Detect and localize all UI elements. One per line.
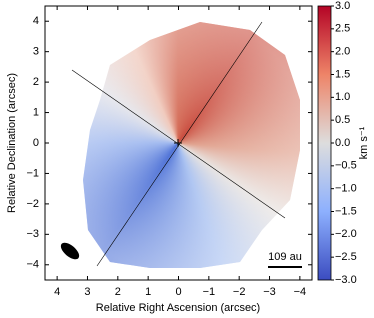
colorbar: [317, 5, 332, 281]
x-tick-label: −3: [263, 286, 276, 298]
x-tick-label: 3: [84, 286, 90, 298]
center-cross: [174, 139, 182, 147]
colorbar-tick-label: 1.0: [335, 91, 350, 103]
y-tick-label: 3: [33, 46, 39, 58]
y-tick-label: 2: [33, 76, 39, 88]
x-tick-label: −1: [203, 286, 216, 298]
x-tick-label: 0: [175, 286, 181, 298]
colorbar-tick-label: −0.5: [335, 160, 357, 172]
y-tick-label: −2: [26, 198, 39, 210]
x-tick-label: 2: [115, 286, 121, 298]
x-tick-label: 4: [54, 286, 60, 298]
x-tick-label: 1: [145, 286, 151, 298]
colorbar-tick-label: 2.0: [335, 46, 350, 58]
x-tick-label: −2: [233, 286, 246, 298]
colorbar-tick-label: 0.0: [335, 137, 350, 149]
scale-bar-label: 109 au: [268, 251, 302, 263]
y-axis-label: Relative Declination (arcsec): [6, 73, 18, 213]
colorbar-tick-label: 2.5: [335, 23, 350, 35]
colorbar-tick-label: 0.5: [335, 114, 350, 126]
colorbar-tick-label: −2.5: [335, 251, 357, 263]
beam: [60, 242, 80, 260]
y-tick-label: 0: [33, 137, 39, 149]
major-axis-line: [96, 21, 263, 267]
colorbar-tick-label: 3.0: [335, 0, 350, 12]
colorbar-tick-label: −3.0: [335, 274, 357, 286]
y-tick-label: −3: [26, 228, 39, 240]
y-tick-label: −4: [26, 259, 39, 271]
x-axis-label: Relative Right Ascension (arcsec): [96, 302, 260, 314]
colorbar-label: km s⁻¹: [358, 126, 370, 159]
colorbar-tick-label: −2.0: [335, 228, 357, 240]
velocity-map: [83, 22, 300, 268]
x-tick-label: −4: [294, 286, 307, 298]
y-tick-label: 1: [33, 106, 39, 118]
colorbar-tick-label: 1.5: [335, 68, 350, 80]
colorbar-tick-label: −1.5: [335, 205, 357, 217]
y-tick-label: −1: [26, 167, 39, 179]
colorbar-tick-label: −1.0: [335, 183, 357, 195]
y-tick-label: 4: [33, 15, 39, 27]
